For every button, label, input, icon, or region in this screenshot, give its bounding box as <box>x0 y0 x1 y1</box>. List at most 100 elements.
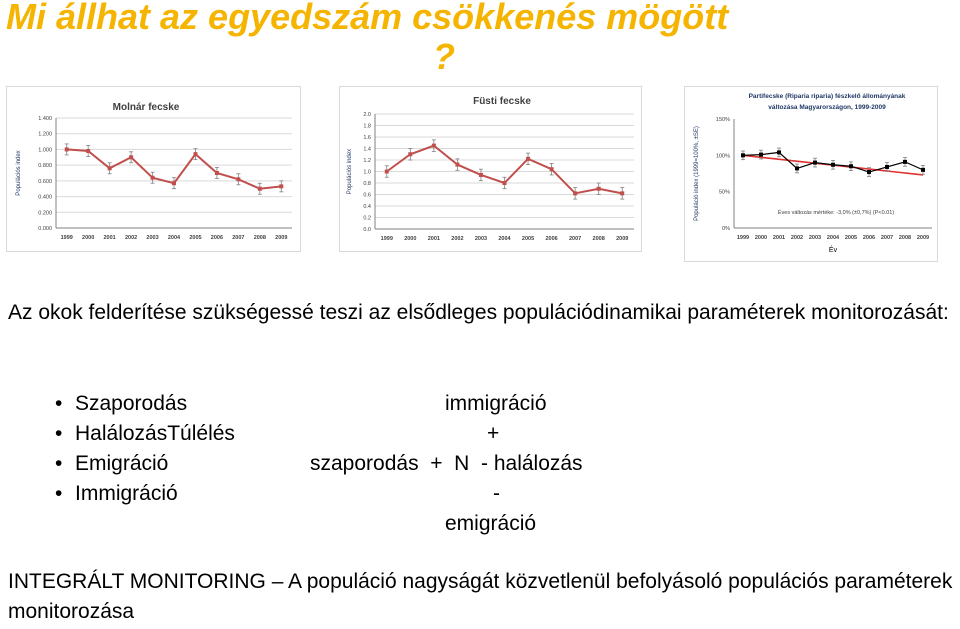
data-point <box>813 160 817 165</box>
x-tick-label: 2009 <box>616 236 628 242</box>
data-point <box>549 167 554 172</box>
y-axis-label: Populáció index (1999=100%, ±SE) <box>694 126 700 221</box>
y-tick-label: 1.8 <box>363 124 371 130</box>
y-tick-label: 0.2 <box>363 216 371 222</box>
x-tick-label: 2006 <box>545 236 557 242</box>
y-tick-label: 2.0 <box>363 112 371 118</box>
parameter-list: Szaporodás HalálozásTúlélés Emigráció Im… <box>55 389 235 509</box>
x-tick-label: 1999 <box>737 235 749 241</box>
data-point <box>193 152 198 157</box>
x-tick-label: 2005 <box>189 235 201 241</box>
data-point <box>236 177 241 182</box>
data-point <box>279 184 284 189</box>
chart-frame <box>684 86 938 262</box>
x-tick-label: 2005 <box>845 235 857 241</box>
chart-frame <box>339 86 642 252</box>
y-tick-label: 0% <box>722 226 730 232</box>
y-axis-label: Populációs index <box>16 150 22 195</box>
y-tick-label: 0.200 <box>38 210 52 216</box>
data-point <box>885 164 889 169</box>
x-tick-label: 2003 <box>809 235 821 241</box>
data-point <box>107 166 112 171</box>
data-point <box>257 186 262 191</box>
chart-fusti-fecske: Füsti fecske Populációs index 0.0 0.2 0.4 0.6… <box>339 86 642 252</box>
x-tick-label: 2008 <box>254 235 266 241</box>
x-tick-label: 2001 <box>104 235 116 241</box>
chart-partifecske: Partifecske (Riparia riparia) fészkelő á… <box>684 86 938 262</box>
data-point <box>741 153 745 158</box>
data-point <box>921 167 925 172</box>
equation-emigracio: emigráció <box>445 512 537 535</box>
x-tick-label: 2007 <box>569 236 581 242</box>
x-tick-label: 2007 <box>881 235 893 241</box>
intro-text: Az okok felderítése szükségessé teszi az… <box>8 301 949 324</box>
x-tick-label: 2004 <box>827 235 840 241</box>
y-axis-label: Populációs index <box>347 149 353 194</box>
data-point <box>172 181 176 186</box>
data-point <box>384 169 389 174</box>
data-point <box>903 159 907 164</box>
chart-fusti-fecske-svg: Füsti fecske Populációs index 0.0 0.2 0.4 0.6… <box>339 86 642 252</box>
y-tick-label: 100% <box>716 153 730 159</box>
data-point <box>620 191 625 196</box>
x-tick-label: 2001 <box>428 236 440 242</box>
x-tick-label: 2003 <box>475 236 487 242</box>
x-tick-label: 2002 <box>451 236 463 242</box>
y-tick-label: 0.800 <box>38 163 52 169</box>
y-tick-label: 0.8 <box>363 181 371 187</box>
data-point <box>150 175 155 180</box>
equation-main: szaporodás + N - halálozás <box>310 452 583 475</box>
list-item: Szaporodás <box>55 389 235 419</box>
x-tick-label: 2008 <box>593 236 605 242</box>
list-item: Immigráció <box>55 479 235 509</box>
y-tick-label: 0.600 <box>38 179 52 185</box>
x-tick-label: 2000 <box>755 235 767 241</box>
list-item: Emigráció <box>55 449 235 479</box>
chart-molnar-fecske: Molnár fecske Populációs index 0.000 0.200 0… <box>6 86 301 252</box>
data-point <box>431 143 436 148</box>
chart-partifecske-svg: Partifecske (Riparia riparia) fészkelő á… <box>684 86 938 262</box>
slide-title-question-mark: ? <box>433 36 455 77</box>
y-tick-label: 1.0 <box>363 170 371 176</box>
slide-title: Mi állhat az egyedszám csökkenés mögött <box>6 0 729 37</box>
x-tick-label: 2000 <box>82 235 94 241</box>
data-point <box>849 164 853 169</box>
x-tick-label: 2003 <box>146 235 158 241</box>
y-tick-label: 150% <box>716 117 730 123</box>
y-tick-label: 0.6 <box>363 193 371 199</box>
data-point <box>502 181 507 185</box>
x-tick-label: 2002 <box>125 235 137 241</box>
x-tick-label: 2001 <box>773 235 785 241</box>
data-point <box>573 191 578 196</box>
data-point <box>129 155 134 160</box>
data-point <box>478 172 483 177</box>
x-tick-label: 2004 <box>498 236 511 242</box>
y-tick-label: 0.400 <box>38 195 52 201</box>
list-item: HalálozásTúlélés <box>55 419 235 449</box>
data-point <box>759 152 763 157</box>
y-tick-label: 1.000 <box>38 147 52 153</box>
y-tick-label: 1.400 <box>38 116 52 122</box>
data-point <box>795 166 799 171</box>
y-tick-label: 1.4 <box>363 147 371 153</box>
y-tick-label: 50% <box>719 190 730 196</box>
x-tick-label: 2006 <box>211 235 223 241</box>
y-tick-label: 0.0 <box>363 227 371 233</box>
chart-annotation: Éves változás mértéke: -3,0% (±0,7%) (P<… <box>778 209 894 216</box>
x-tick-label: 1999 <box>61 235 73 241</box>
data-point <box>214 171 219 175</box>
data-point <box>64 147 69 152</box>
y-tick-label: 1.2 <box>363 158 371 164</box>
y-tick-label: 1.200 <box>38 132 52 138</box>
data-point <box>867 170 871 175</box>
equation-plus: + <box>487 422 500 445</box>
x-axis-label: Év <box>829 245 838 254</box>
x-tick-label: 2005 <box>522 236 534 242</box>
x-tick-label: 2008 <box>899 235 911 241</box>
x-tick-label: 2000 <box>404 236 416 242</box>
data-point <box>408 152 413 157</box>
x-tick-label: 2002 <box>791 235 803 241</box>
y-tick-label: 0.000 <box>38 226 52 232</box>
equation-immigracio: immigráció <box>445 392 547 415</box>
y-tick-label: 1.6 <box>363 135 371 141</box>
